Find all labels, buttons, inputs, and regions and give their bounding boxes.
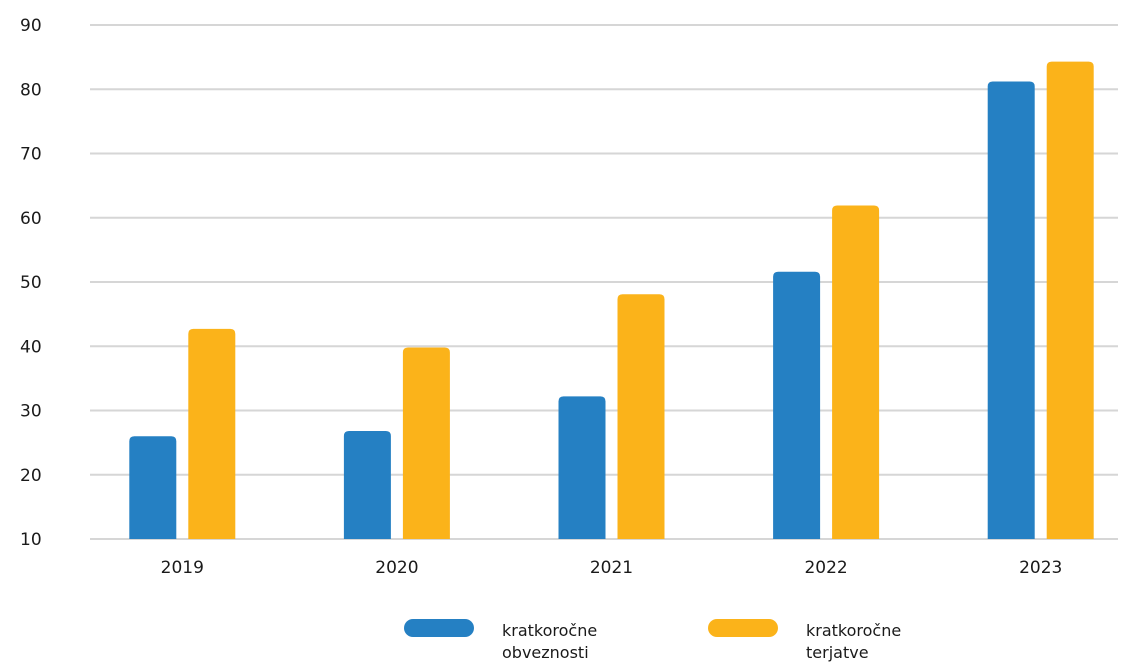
y-tick-label-60: 60	[20, 209, 42, 229]
legend: kratkoročne obveznosti kratkoročne terjatve	[404, 619, 901, 662]
legend-item-1: kratkoročne obveznosti	[404, 619, 597, 662]
bar-2021-series-2	[617, 294, 665, 539]
bar-2022-series-2	[832, 205, 880, 540]
bar-2022-series-1	[773, 271, 821, 539]
bar-2020-series-2	[402, 347, 450, 539]
y-tick-label-90: 90	[20, 16, 42, 36]
legend-label-1-line-1: kratkoročne	[502, 621, 597, 640]
bar-2019-series-1	[129, 436, 177, 539]
legend-label-1-line-2: obveznosti	[502, 643, 589, 662]
bar-2021-series-1	[558, 396, 606, 539]
x-axis-ticks: 2019 2020 2021 2022 2023	[161, 558, 1063, 578]
y-tick-label-80: 80	[20, 80, 42, 100]
y-tick-label-20: 20	[20, 466, 42, 486]
y-tick-label-10: 10	[20, 530, 42, 550]
y-tick-label-50: 50	[20, 273, 42, 293]
bars	[129, 61, 1094, 540]
y-tick-label-40: 40	[20, 337, 42, 357]
y-tick-label-30: 30	[20, 402, 42, 422]
x-tick-label-2020: 2020	[375, 558, 418, 578]
bar-2019-series-2	[188, 328, 236, 539]
bar-2023-series-1	[987, 81, 1035, 539]
legend-label-2-line-2: terjatve	[806, 643, 869, 662]
x-tick-label-2022: 2022	[804, 558, 847, 578]
x-tick-label-2019: 2019	[161, 558, 204, 578]
y-tick-label-70: 70	[20, 145, 42, 165]
legend-swatch-2	[708, 619, 778, 637]
legend-swatch-1	[404, 619, 474, 637]
bar-2023-series-2	[1046, 61, 1094, 540]
grid-lines	[90, 24, 1118, 540]
x-tick-label-2023: 2023	[1019, 558, 1062, 578]
bar-2020-series-1	[343, 431, 391, 539]
legend-item-2: kratkoročne terjatve	[708, 619, 901, 662]
legend-label-2-line-1: kratkoročne	[806, 621, 901, 640]
x-tick-label-2021: 2021	[590, 558, 633, 578]
y-axis-ticks: 10 20 30 40 50 60 70 80 90	[20, 16, 42, 550]
